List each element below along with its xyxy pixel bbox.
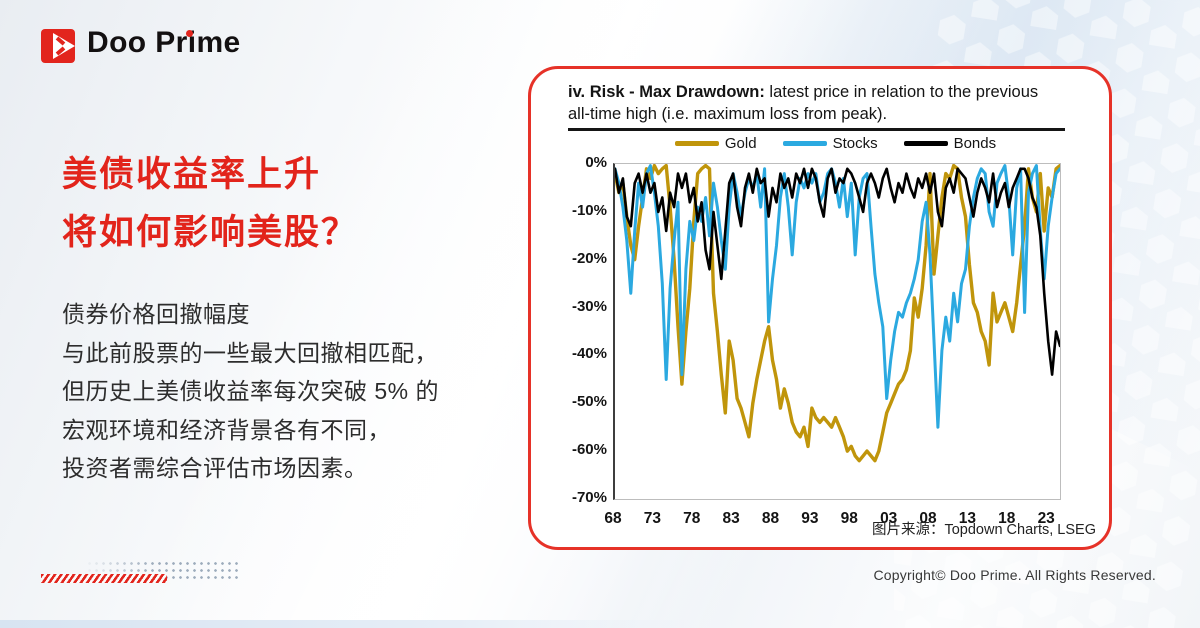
source-caption: 图片来源：Topdown Charts, LSEG: [871, 522, 1096, 538]
y-tick-label: -30%: [571, 297, 607, 315]
series-line-gold: [615, 164, 1060, 463]
chart-title: iv. Risk - Max Drawdown: latest price in…: [568, 82, 1046, 125]
copyright-text: Copyright© Doo Prime. All Rights Reserve…: [873, 567, 1156, 583]
x-tick-label: 13: [958, 510, 977, 527]
chart-legend: Gold Stocks Bonds: [613, 135, 1058, 152]
headline-line2: 将如何影响美股？: [62, 213, 359, 252]
series-line-stocks: [615, 164, 1060, 429]
x-tick-label: 73: [643, 510, 662, 527]
legend-label: Bonds: [953, 135, 997, 152]
y-axis-labels: 0% -10% -20% -30% -40% -50% -60% -70%: [549, 154, 607, 506]
logo-text: Doo Prime: [87, 26, 241, 59]
x-tick-label: 18: [998, 510, 1016, 527]
y-tick-label: -60%: [571, 441, 607, 459]
body-line: 债券价格回撤幅度: [62, 301, 250, 327]
body-line: 但历史上美债收益率每次突破 5% 的: [62, 378, 440, 404]
plot-area: [613, 163, 1061, 500]
legend-label: Gold: [724, 135, 757, 152]
logo-text-wrap: Doo Prime: [87, 26, 241, 65]
drawdown-chart-svg: [615, 164, 1060, 463]
y-tick-label: -20%: [571, 249, 607, 267]
legend-item-stocks: Stocks: [782, 135, 878, 152]
chart-title-bold: iv. Risk - Max Drawdown:: [568, 83, 765, 101]
x-tick-label: 98: [840, 510, 858, 527]
x-tick-label: 23: [1037, 510, 1055, 527]
x-tick-label: 83: [722, 510, 740, 527]
headline: 美债收益率上升 将如何影响美股？: [62, 146, 358, 262]
x-tick-label: 03: [880, 510, 898, 527]
doo-prime-logo: Doo Prime: [40, 26, 241, 65]
body-line: 与此前股票的一些最大回撤相匹配，: [62, 339, 438, 366]
legend-label: Stocks: [832, 135, 878, 152]
doo-prime-logo-icon: [41, 28, 75, 63]
legend-swatch-gold: [674, 141, 719, 146]
y-tick-label: -10%: [571, 201, 607, 219]
headline-line1: 美债收益率上升: [62, 155, 322, 194]
x-tick-label: 68: [604, 510, 622, 527]
y-tick-label: 0%: [585, 154, 607, 171]
y-tick-label: -40%: [571, 345, 607, 363]
legend-swatch-bonds: [903, 141, 948, 146]
red-striped-bar: [41, 574, 167, 583]
legend-swatch-stocks: [782, 141, 827, 146]
y-tick-label: -50%: [571, 393, 607, 411]
x-axis-labels: 68 73 78 83 88 93 98 03 08 13 18 23: [604, 510, 1058, 530]
y-tick-label: -70%: [571, 489, 607, 506]
x-tick-label: 88: [761, 510, 780, 527]
body-line: 宏观环境和经济背景各有不同，: [62, 416, 391, 443]
chart-title-rest: latest price in relation to the previous…: [568, 83, 1039, 123]
bottom-blue-strip: [0, 620, 700, 628]
x-tick-label: 93: [801, 510, 819, 527]
chart-card: iv. Risk - Max Drawdown: latest price in…: [528, 66, 1112, 550]
legend-item-gold: Gold: [674, 135, 757, 152]
series-line-bonds: [615, 167, 1060, 376]
body-line: 投资者需综合评估市场因素。: [62, 455, 368, 481]
logo-i-dot: [186, 30, 193, 37]
x-tick-label: 08: [919, 510, 937, 527]
x-tick-label: 78: [683, 510, 701, 527]
title-divider: [568, 128, 1065, 131]
body-paragraph: 债券价格回撤幅度 与此前股票的一些最大回撤相匹配， 但历史上美债收益率每次突破 …: [62, 295, 439, 488]
legend-item-bonds: Bonds: [903, 135, 997, 152]
